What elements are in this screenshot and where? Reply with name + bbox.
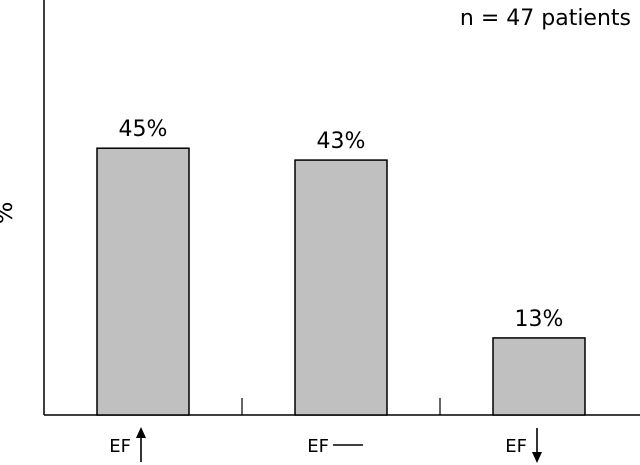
bars-group: 45% EF 43% EF 13% EF (96, 117, 586, 463)
annotation: n = 47 patients (460, 6, 631, 31)
data-label: 43% (317, 129, 366, 154)
bar (492, 337, 586, 416)
arrow-down-icon-head (532, 452, 542, 463)
category-tick-label: EF (109, 436, 131, 457)
arrow-up-icon-head (136, 427, 146, 438)
bar (96, 147, 190, 416)
data-label: 13% (515, 307, 564, 332)
bar (294, 159, 388, 416)
y-axis-label: % (0, 202, 18, 225)
data-label: 45% (119, 117, 168, 142)
category-tick-label: EF (307, 436, 329, 457)
category-tick-label: EF (505, 436, 527, 457)
